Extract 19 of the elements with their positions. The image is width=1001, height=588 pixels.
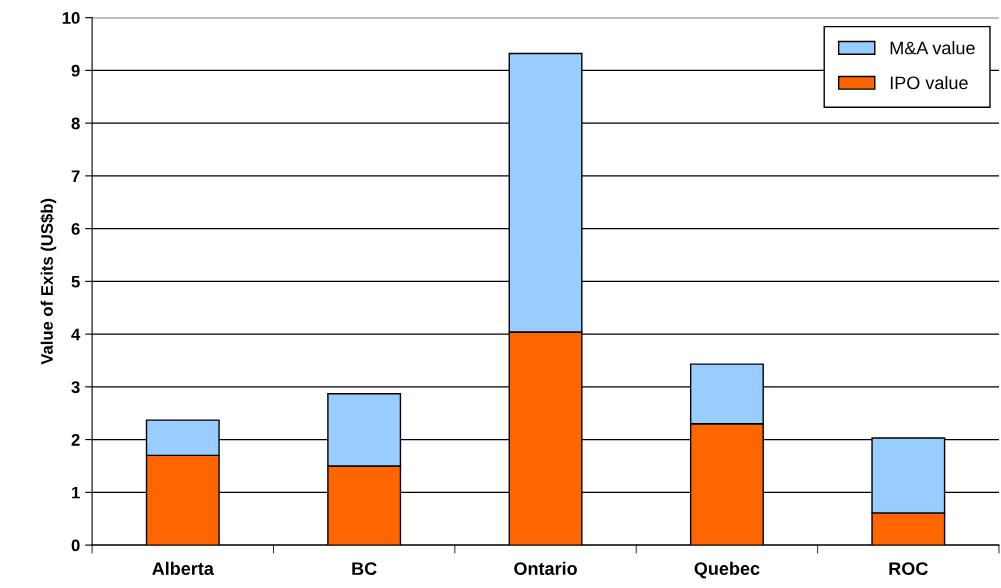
x-tick-label: Quebec — [694, 561, 760, 579]
x-tick-label: Alberta — [152, 561, 214, 576]
legend-label: IPO value — [890, 76, 968, 90]
y-tick-label: 9 — [71, 64, 80, 77]
y-axis-title: Value of Exits (US$b) — [40, 198, 57, 365]
y-tick-label: 3 — [71, 381, 80, 394]
y-tick-label: 7 — [71, 170, 80, 182]
y-tick-label: 5 — [71, 275, 80, 288]
y-tick-label: 2 — [71, 433, 80, 446]
y-tick-label: 8 — [71, 117, 80, 130]
x-tick-label: BC — [352, 562, 377, 576]
y-tick-label: 10 — [62, 12, 80, 24]
y-tick-label: 1 — [72, 486, 80, 499]
legend-label: M&A value — [890, 41, 975, 55]
y-tick-label: 6 — [71, 223, 80, 235]
y-tick-label: 4 — [71, 328, 81, 341]
y-tick-label: 0 — [71, 539, 80, 552]
x-tick-label: Ontario — [514, 561, 577, 576]
x-tick-label: ROC — [889, 562, 928, 576]
